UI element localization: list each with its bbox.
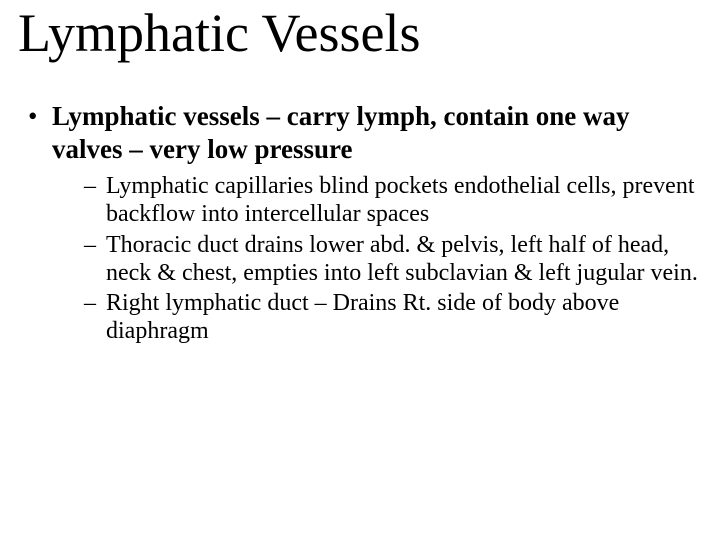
list-item: Lymphatic vessels – carry lymph, contain… <box>18 100 702 346</box>
slide: Lymphatic Vessels Lymphatic vessels – ca… <box>0 2 720 540</box>
bullet-text: Lymphatic vessels – carry lymph, contain… <box>52 101 630 164</box>
bullet-text: Right lymphatic duct – Drains Rt. side o… <box>106 290 619 344</box>
bullet-list-level2: Lymphatic capillaries blind pockets endo… <box>52 172 702 346</box>
list-item: Lymphatic capillaries blind pockets endo… <box>52 172 702 229</box>
list-item: Right lymphatic duct – Drains Rt. side o… <box>52 289 702 346</box>
slide-title: Lymphatic Vessels <box>18 2 702 64</box>
bullet-text: Lymphatic capillaries blind pockets endo… <box>106 173 694 227</box>
bullet-text: Thoracic duct drains lower abd. & pelvis… <box>106 232 698 286</box>
bullet-list-level1: Lymphatic vessels – carry lymph, contain… <box>18 100 702 346</box>
list-item: Thoracic duct drains lower abd. & pelvis… <box>52 231 702 288</box>
